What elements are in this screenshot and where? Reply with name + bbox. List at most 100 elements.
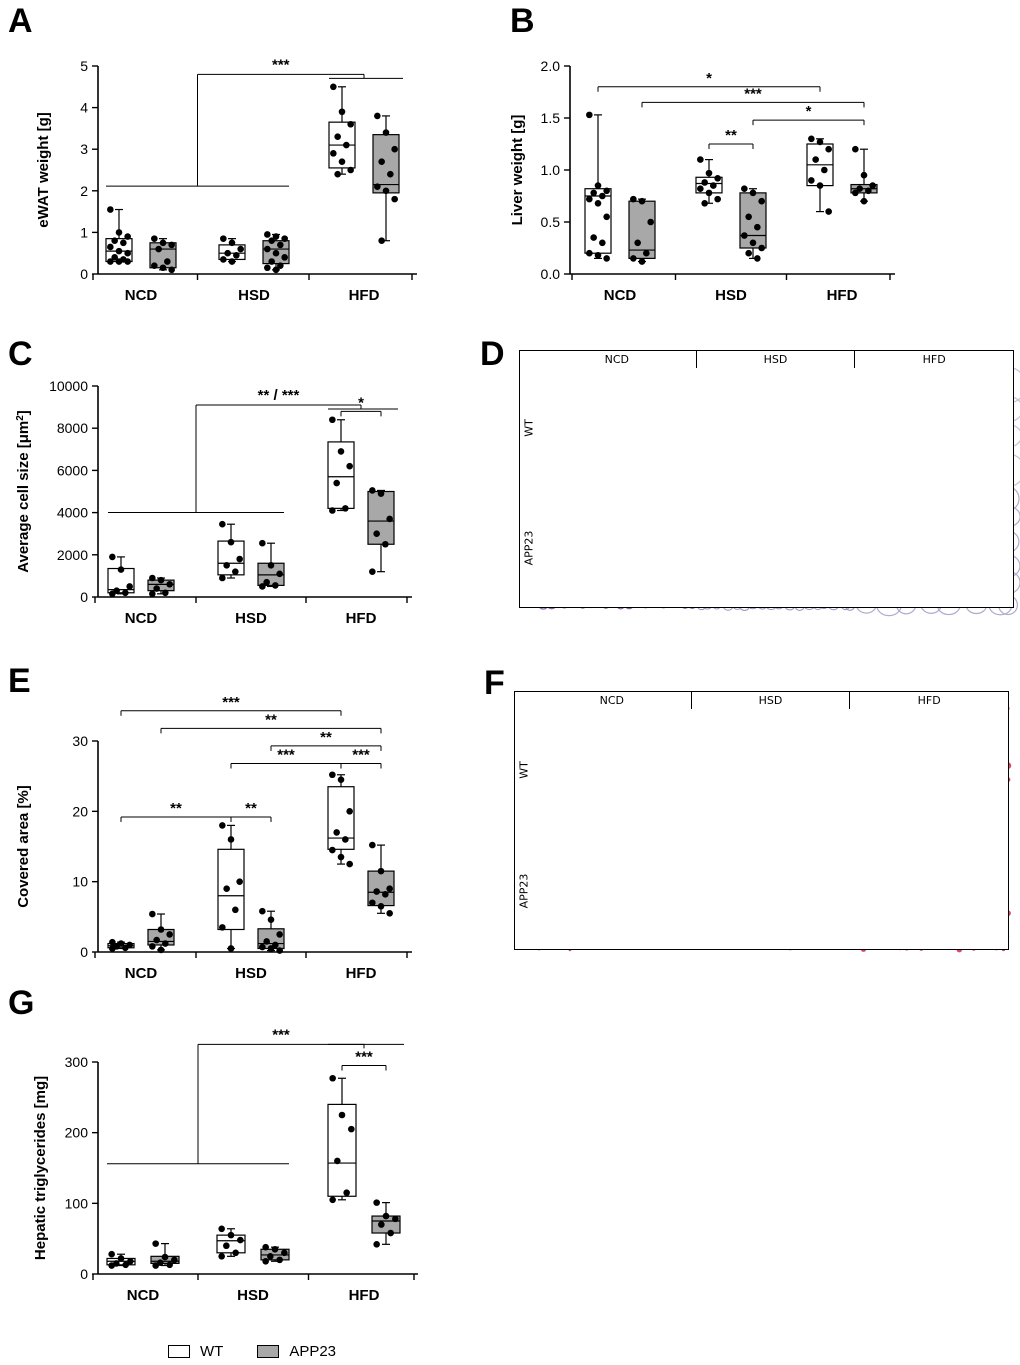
data-point (219, 574, 226, 582)
data-point (267, 562, 275, 569)
data-point (161, 1253, 169, 1261)
data-point (643, 249, 650, 257)
y-tick-label: 0 (80, 944, 88, 960)
y-tick-label: 0 (80, 1266, 88, 1282)
x-tick-label-hfd: HFD (349, 1287, 380, 1304)
data-point (342, 505, 349, 512)
y-tick-label: 30 (72, 733, 88, 749)
data-point (124, 233, 131, 240)
data-point (821, 166, 828, 174)
significance-label: ** / *** (258, 387, 300, 404)
chart-b: 0.0 0.5 1.0 1.5 2.0 NCD HSD HFD Liver weight [g]… (509, 58, 895, 304)
data-point (264, 245, 271, 253)
data-point (586, 249, 593, 257)
data-point (108, 1262, 115, 1269)
chart-g: 0 100 200 300 NCD HSD HFD Hepatic triglycerides… (32, 1026, 418, 1304)
data-point (374, 112, 381, 120)
data-point (386, 885, 393, 892)
histology-f-col-hsd: HSD (692, 692, 851, 709)
box-wt-hfd (327, 786, 355, 850)
x-tick-label-hfd: HFD (346, 610, 377, 627)
data-point (277, 241, 284, 249)
data-point (259, 583, 266, 590)
data-point (149, 590, 156, 598)
box-app23-ncd (628, 200, 656, 259)
data-point (272, 582, 279, 589)
data-point (386, 515, 393, 523)
data-point (117, 1255, 125, 1262)
significance-label: * (806, 103, 812, 120)
histology-d-row-wt-label: WT (522, 419, 536, 437)
significance-label: * (706, 70, 712, 87)
data-point (262, 1243, 269, 1251)
data-point (151, 235, 158, 242)
data-point (232, 568, 239, 575)
data-point (337, 448, 345, 455)
data-point (373, 1241, 380, 1248)
data-point (268, 258, 275, 265)
data-point (109, 938, 116, 946)
significance-label: ** (245, 800, 257, 817)
data-point (162, 589, 169, 597)
data-point (754, 223, 761, 231)
data-point (227, 538, 235, 546)
data-point (171, 1256, 178, 1264)
data-point (369, 487, 376, 494)
x-tick-label-ncd: NCD (125, 287, 158, 304)
data-point (108, 1250, 115, 1258)
x-tick-label-hsd: HSD (235, 965, 267, 982)
panel-label-e: E (8, 662, 31, 700)
data-point (348, 1125, 355, 1133)
y-axis-label: Average cell size [μm2] (15, 410, 33, 573)
box-wt-hfd (327, 441, 355, 509)
x-tick-label-hsd: HSD (237, 1287, 269, 1304)
data-point (630, 195, 637, 203)
data-point (223, 562, 230, 569)
data-point (149, 910, 156, 918)
data-point (377, 490, 385, 497)
data-point (157, 946, 165, 954)
significance-label: ** (170, 800, 182, 817)
data-point (701, 199, 708, 207)
data-point (166, 931, 173, 938)
data-point (697, 156, 704, 163)
data-point (377, 902, 385, 910)
data-point (224, 249, 231, 257)
data-point (237, 245, 244, 253)
data-point (374, 183, 381, 190)
legend-wt-label: WT (200, 1342, 224, 1360)
data-point (259, 907, 266, 915)
data-point (369, 899, 376, 907)
data-point (149, 574, 156, 582)
x-tick-label-hfd: HFD (349, 287, 380, 304)
box-wt-hsd (217, 848, 245, 931)
data-point (267, 1253, 274, 1260)
data-point (594, 251, 602, 259)
data-point (115, 258, 123, 265)
data-point (122, 589, 129, 597)
y-tick-label: 2 (80, 183, 88, 199)
box-wt-hfd (327, 1103, 357, 1197)
data-point (343, 1189, 350, 1197)
x-tick-label-ncd: NCD (125, 965, 158, 982)
x-tick-label-hfd: HFD (827, 287, 858, 304)
panel-label-b: B (510, 2, 535, 40)
data-point (223, 885, 230, 892)
data-point (168, 241, 175, 249)
data-point (347, 166, 354, 174)
data-point (378, 158, 385, 165)
histology-panel-d: NCD HSD HFD WT APP23 (519, 350, 1014, 608)
data-point (164, 258, 171, 265)
significance-label: *** (222, 694, 240, 711)
data-point (741, 232, 748, 239)
significance-label: ** (725, 127, 737, 144)
data-point (107, 243, 114, 251)
data-point (122, 1261, 129, 1269)
data-point (387, 170, 394, 178)
histology-f-header: NCD HSD HFD (533, 692, 1008, 709)
data-point (111, 254, 118, 261)
data-point (869, 182, 876, 189)
y-tick-label: 3 (80, 141, 88, 157)
data-point (124, 258, 131, 265)
